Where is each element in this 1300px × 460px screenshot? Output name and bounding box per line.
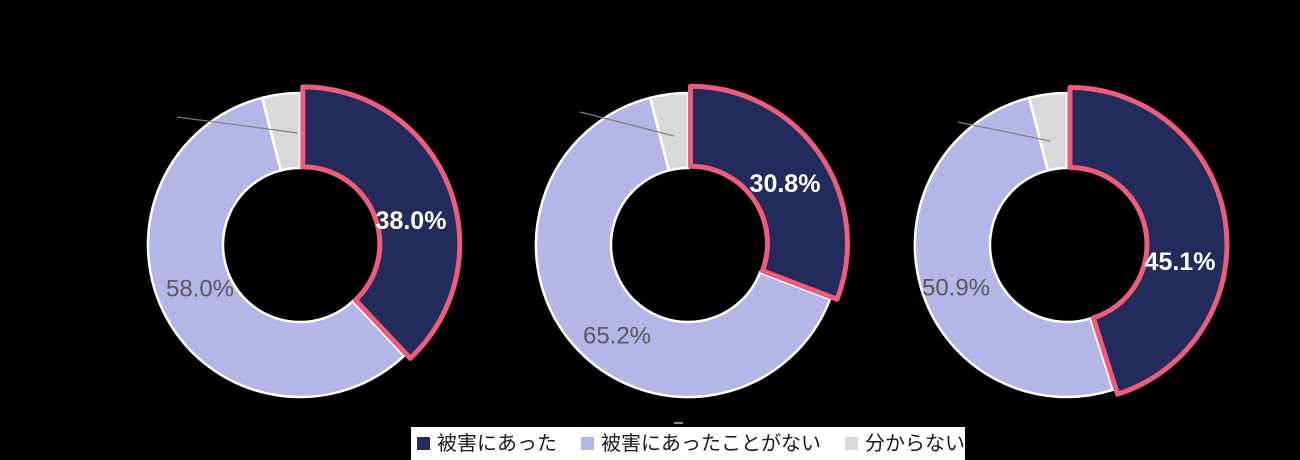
donut-chart-2: 30.8% 65.2% (534, 83, 850, 399)
slice-damaged (1067, 85, 1230, 397)
legend-item-damaged: 被害にあった (417, 434, 557, 454)
slice-not-damaged (534, 96, 832, 399)
legend-label-unknown: 分からない (865, 432, 965, 455)
value-label-damaged: 45.1% (1145, 248, 1216, 276)
donut-chart-1: 38.0% 58.0% (146, 84, 463, 399)
value-label-damaged: 38.0% (376, 207, 447, 235)
donut-chart-3: 45.1% 50.9% (913, 85, 1230, 399)
value-label-not-damaged: 58.0% (166, 276, 234, 303)
legend-label-not-damaged: 被害にあったことがない (601, 432, 821, 455)
leader-line-unknown-slice (176, 116, 299, 134)
legend-swatch-not-damaged-icon (581, 437, 594, 450)
slice-damaged (687, 83, 850, 302)
legend-item-unknown: 分からない (845, 434, 965, 454)
value-label-damaged: 30.8% (750, 170, 821, 198)
legend: 被害にあった 被害にあったことがない 分からない (411, 427, 965, 460)
stray-mark (674, 422, 683, 424)
value-label-not-damaged: 65.2% (583, 323, 651, 350)
slice-unknown (1027, 91, 1069, 172)
legend-swatch-unknown-icon (845, 437, 858, 450)
leader-line-unknown-slice (957, 121, 1051, 142)
legend-swatch-damaged-icon (417, 437, 430, 450)
slice-unknown (260, 91, 302, 172)
slice-unknown (648, 91, 690, 172)
legend-label-damaged: 被害にあった (437, 432, 557, 455)
leader-line-unknown-slice (579, 111, 675, 137)
legend-item-not-damaged: 被害にあったことがない (581, 434, 821, 454)
slice-not-damaged (913, 96, 1115, 399)
slice-damaged (300, 84, 463, 361)
value-label-not-damaged: 50.9% (922, 275, 990, 302)
